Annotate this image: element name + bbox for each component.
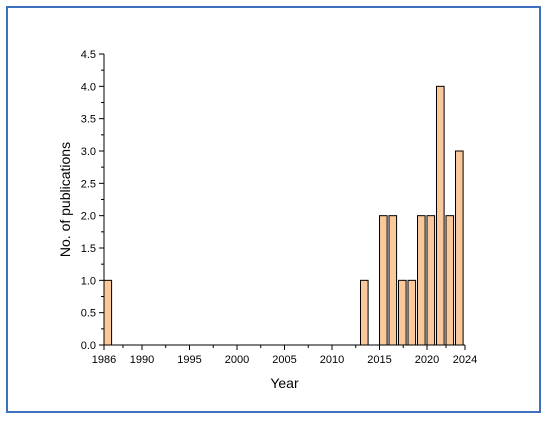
x-tick-label: 1986 [92, 354, 116, 366]
x-tick-label: 2015 [367, 354, 391, 366]
bar-2017 [398, 279, 407, 346]
y-tick-label: 3.0 [81, 146, 96, 158]
y-tick-label: 1.0 [81, 275, 96, 287]
y-tick-label: 2.0 [81, 211, 96, 223]
bar-2016 [388, 215, 398, 346]
x-ticks-group: 1986 1990 1995 2000 2005 2010 2015 2020 2024 [92, 345, 477, 366]
bar-2023 [455, 150, 464, 346]
bar-2019 [417, 215, 426, 346]
y-ticks-group: 0.0 0.5 1.0 1.5 2.0 2.5 3.0 3.5 4.0 4.5 [81, 49, 104, 352]
x-tick-label: 2005 [272, 354, 296, 366]
bar-2022 [445, 215, 455, 346]
y-tick-label: 4.0 [81, 81, 96, 93]
bars-group [103, 85, 464, 346]
y-axis-title: No. of publications [57, 142, 73, 257]
y-tick-label: 0.0 [81, 340, 96, 352]
y-tick-label: 0.5 [81, 308, 96, 320]
x-tick-label: 2020 [415, 354, 439, 366]
bar-2018 [407, 279, 417, 346]
y-tick-label: 2.5 [81, 178, 96, 190]
bar-2021 [436, 85, 445, 346]
bar-2020 [426, 215, 436, 346]
x-tick-label: 1990 [130, 354, 154, 366]
bar-2015 [379, 215, 388, 346]
bar-2013 [360, 279, 369, 346]
x-tick-label: 2024 [453, 354, 477, 366]
bar-1986 [103, 279, 113, 346]
y-tick-label: 3.5 [81, 114, 96, 126]
y-tick-label: 4.5 [81, 49, 96, 61]
x-tick-label: 2010 [320, 354, 344, 366]
y-tick-label: 1.5 [81, 243, 96, 255]
x-axis-title: Year [270, 375, 299, 391]
x-tick-label: 1995 [177, 354, 201, 366]
x-tick-label: 2000 [225, 354, 249, 366]
